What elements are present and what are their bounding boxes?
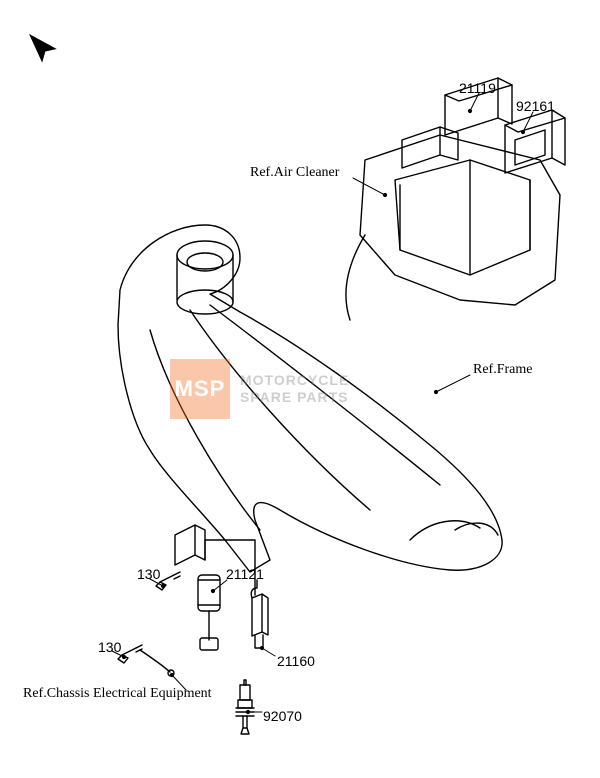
callout-92070: 92070 (263, 708, 302, 724)
part-92161-damper (505, 110, 565, 173)
callout-21121: 21121 (226, 566, 264, 582)
air-cleaner-housing (360, 127, 560, 305)
frame-body (118, 225, 502, 572)
part-21160-plug-cap (251, 580, 268, 648)
ground-wire (140, 650, 174, 676)
part-130-bolt-lower (118, 645, 142, 663)
diagram-canvas: MSP MOTORCYCLE SPARE PARTS 21119 92161 1… (0, 0, 600, 778)
callout-130b: 130 (98, 639, 121, 655)
callout-21119: 21119 (459, 80, 496, 96)
callout-130a: 130 (137, 566, 160, 582)
callout-21160: 21160 (277, 653, 315, 669)
ref-air-cleaner: Ref.Air Cleaner (250, 165, 339, 181)
ref-frame: Ref.Frame (473, 362, 532, 378)
part-21121-coil-assy (175, 525, 255, 650)
ref-chassis-electrical: Ref.Chassis Electrical Equipment (23, 686, 212, 702)
callout-92161: 92161 (516, 98, 555, 114)
part-92070-spark-plug (236, 680, 254, 734)
